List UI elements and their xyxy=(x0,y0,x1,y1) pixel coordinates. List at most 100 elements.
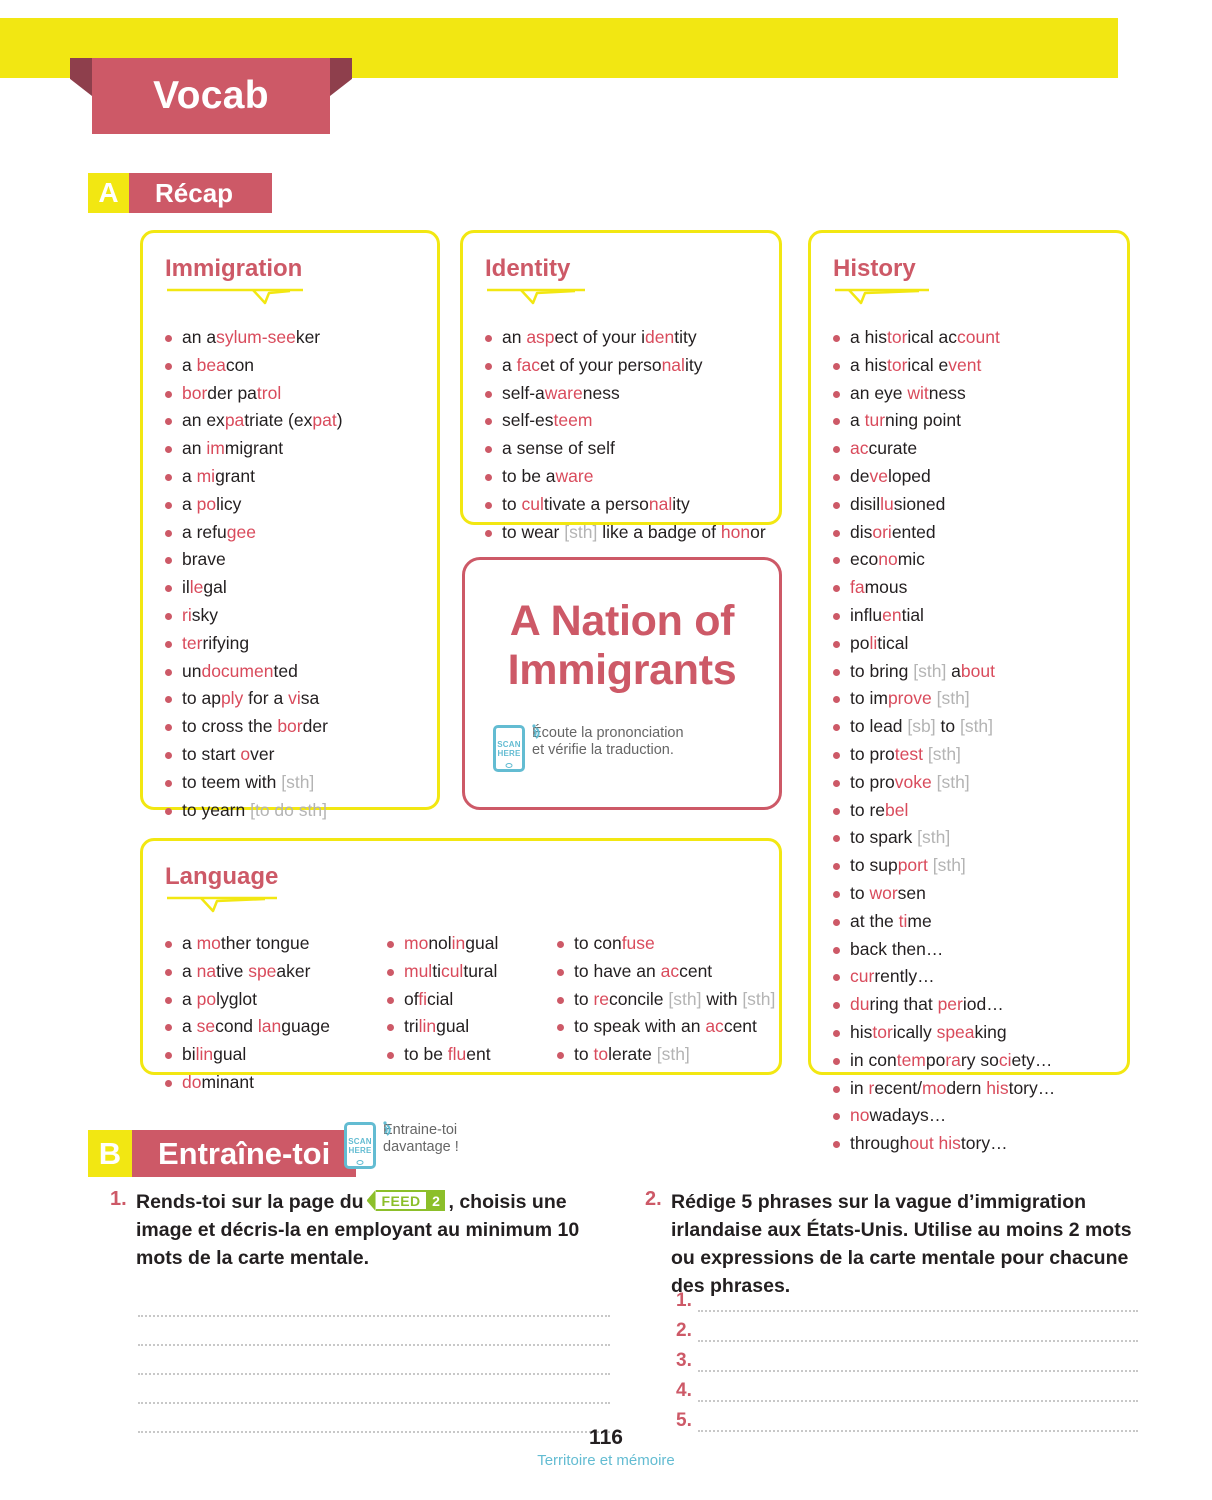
numbered-answer-line[interactable]: 1. xyxy=(676,1282,1138,1312)
chapter-name: Territoire et mémoire xyxy=(537,1452,675,1469)
vocab-item: influential xyxy=(825,603,1127,629)
section-b-title: Entraîne-toi xyxy=(132,1130,357,1177)
language-column-1: a mother tongue a native speaker a polyglo… xyxy=(157,931,379,1098)
ribbon-fold-right-icon xyxy=(330,58,352,96)
vocab-item: disoriented xyxy=(825,520,1127,546)
vocab-item: a beacon xyxy=(157,353,437,379)
vocab-item: at the time xyxy=(825,909,1127,935)
vocab-item: to worsen xyxy=(825,881,1127,907)
vocab-item: terrifying xyxy=(157,631,437,657)
answer-line-number: 5. xyxy=(676,1410,692,1431)
vocab-item: trilingual xyxy=(379,1014,549,1040)
answer-line-dots[interactable] xyxy=(698,1410,1138,1432)
answer-line-dots[interactable] xyxy=(698,1380,1138,1402)
answer-line-number: 1. xyxy=(676,1290,692,1311)
exercise-1-answer-lines[interactable] xyxy=(138,1288,610,1433)
vocab-item: historically speaking xyxy=(825,1020,1127,1046)
section-b-scan-block[interactable]: SCAN HERE Entraine-toi davantage ! xyxy=(344,1121,459,1169)
card-language: Language a mother tongue a native speaker… xyxy=(140,838,782,1092)
answer-line[interactable] xyxy=(138,1404,610,1433)
vocab-item: a historical event xyxy=(825,353,1127,379)
vocab-item: to improve [sth] xyxy=(825,686,1127,712)
vocab-item: to lead [sb] to [sth] xyxy=(825,714,1127,740)
vocab-item: an expatriate (expat) xyxy=(157,408,437,434)
vocab-item: famous xyxy=(825,575,1127,601)
vocab-item: to rebel xyxy=(825,798,1127,824)
exercise-1-text: Rends-toi sur la page du FEED 2, choisis u… xyxy=(136,1190,580,1269)
vocab-item: to have an accent xyxy=(549,959,779,985)
language-columns: a mother tongue a native speaker a polyglo… xyxy=(157,931,779,1098)
vocab-item: economic xyxy=(825,547,1127,573)
language-column-2: monolingual multicultural official trilingu… xyxy=(379,931,549,1098)
vocab-item: to cultivate a personality xyxy=(477,492,779,518)
answer-line[interactable] xyxy=(138,1317,610,1346)
card-language-title: Language xyxy=(165,863,279,890)
vocab-item: an eye witness xyxy=(825,381,1127,407)
card-history-title: History xyxy=(833,255,916,282)
vocab-item: dominant xyxy=(157,1070,379,1096)
card-immigration-title: Immigration xyxy=(165,255,303,282)
language-column-3: to confuse to have an accent to reconcile … xyxy=(549,931,779,1098)
vocab-item: border patrol xyxy=(157,381,437,407)
vocab-item: risky xyxy=(157,603,437,629)
vocab-item: a sense of self xyxy=(477,436,779,462)
vocab-item: to confuse xyxy=(549,931,779,957)
card-history: History a historical account a historical… xyxy=(808,230,1130,1153)
nation-of-immigrants-panel: A Nation of Immigrants SCAN HERE Écoute … xyxy=(462,557,782,810)
feed-number: 2 xyxy=(426,1190,446,1211)
vocab-item: self-awareness xyxy=(477,381,779,407)
title-underline-icon xyxy=(165,286,437,313)
vocab-item: self-esteem xyxy=(477,408,779,434)
vocab-item: to start over xyxy=(157,742,437,768)
vocab-item: multicultural xyxy=(379,959,549,985)
vocab-item: illegal xyxy=(157,575,437,601)
feed-badge[interactable]: FEED 2 xyxy=(366,1190,446,1211)
vocab-item: to cross the border xyxy=(157,714,437,740)
scan-here-icon[interactable]: SCAN HERE xyxy=(344,1121,391,1169)
scan-here-block[interactable]: SCAN HERE Écoute la prononciation et vér… xyxy=(493,724,684,772)
answer-line-dots[interactable] xyxy=(698,1290,1138,1312)
numbered-answer-line[interactable]: 3. xyxy=(676,1342,1138,1372)
answer-line-dots[interactable] xyxy=(698,1320,1138,1342)
answer-line[interactable] xyxy=(138,1375,610,1404)
vocab-item: throughout history… xyxy=(825,1131,1127,1157)
scan-here-icon[interactable]: SCAN HERE xyxy=(493,724,540,772)
section-a-title: Récap xyxy=(129,173,272,213)
vocab-item: an asylum-seeker xyxy=(157,325,437,351)
vocab-item: currently… xyxy=(825,964,1127,990)
exercise-1: 1. Rends-toi sur la page du FEED 2, choisi… xyxy=(110,1188,610,1272)
answer-line-number: 4. xyxy=(676,1380,692,1401)
vocab-item: to be fluent xyxy=(379,1042,549,1068)
answer-line-dots[interactable] xyxy=(698,1350,1138,1372)
vocab-item: an aspect of your identity xyxy=(477,325,779,351)
vocab-item: an immigrant xyxy=(157,436,437,462)
vocab-item: monolingual xyxy=(379,931,549,957)
answer-line[interactable] xyxy=(138,1288,610,1317)
answer-line[interactable] xyxy=(138,1346,610,1375)
vocab-item: to provoke [sth] xyxy=(825,770,1127,796)
vocab-item: to speak with an accent xyxy=(549,1014,779,1040)
vocab-item: a refugee xyxy=(157,520,437,546)
exercise-2-answer-lines[interactable]: 1. 2. 3. 4. 5. xyxy=(676,1282,1138,1432)
numbered-answer-line[interactable]: 4. xyxy=(676,1372,1138,1402)
exercise-2-text: Rédige 5 phrases sur la vague d’immigrat… xyxy=(671,1191,1132,1297)
numbered-answer-line[interactable]: 2. xyxy=(676,1312,1138,1342)
answer-line-number: 2. xyxy=(676,1320,692,1341)
vocab-item: to support [sth] xyxy=(825,853,1127,879)
history-word-list: a historical account a historical event an… xyxy=(825,325,1127,1157)
feed-arrow-icon xyxy=(366,1190,376,1211)
page-number: 116 xyxy=(589,1426,623,1449)
phone-home-button-icon xyxy=(505,763,513,768)
vocab-item: to be aware xyxy=(477,464,779,490)
vocab-item: to wear [sth] like a badge of honor xyxy=(477,520,779,546)
title-underline-icon xyxy=(485,286,779,313)
vocab-item: a polyglot xyxy=(157,987,379,1013)
vocab-item: a mother tongue xyxy=(157,931,379,957)
identity-word-list: an aspect of your identity a facet of you… xyxy=(477,325,779,545)
vocab-item: to protest [sth] xyxy=(825,742,1127,768)
vocab-item: back then… xyxy=(825,937,1127,963)
numbered-answer-line[interactable]: 5. xyxy=(676,1402,1138,1432)
vocab-item: a second language xyxy=(157,1014,379,1040)
vocab-item: a migrant xyxy=(157,464,437,490)
card-identity-title: Identity xyxy=(485,255,571,282)
